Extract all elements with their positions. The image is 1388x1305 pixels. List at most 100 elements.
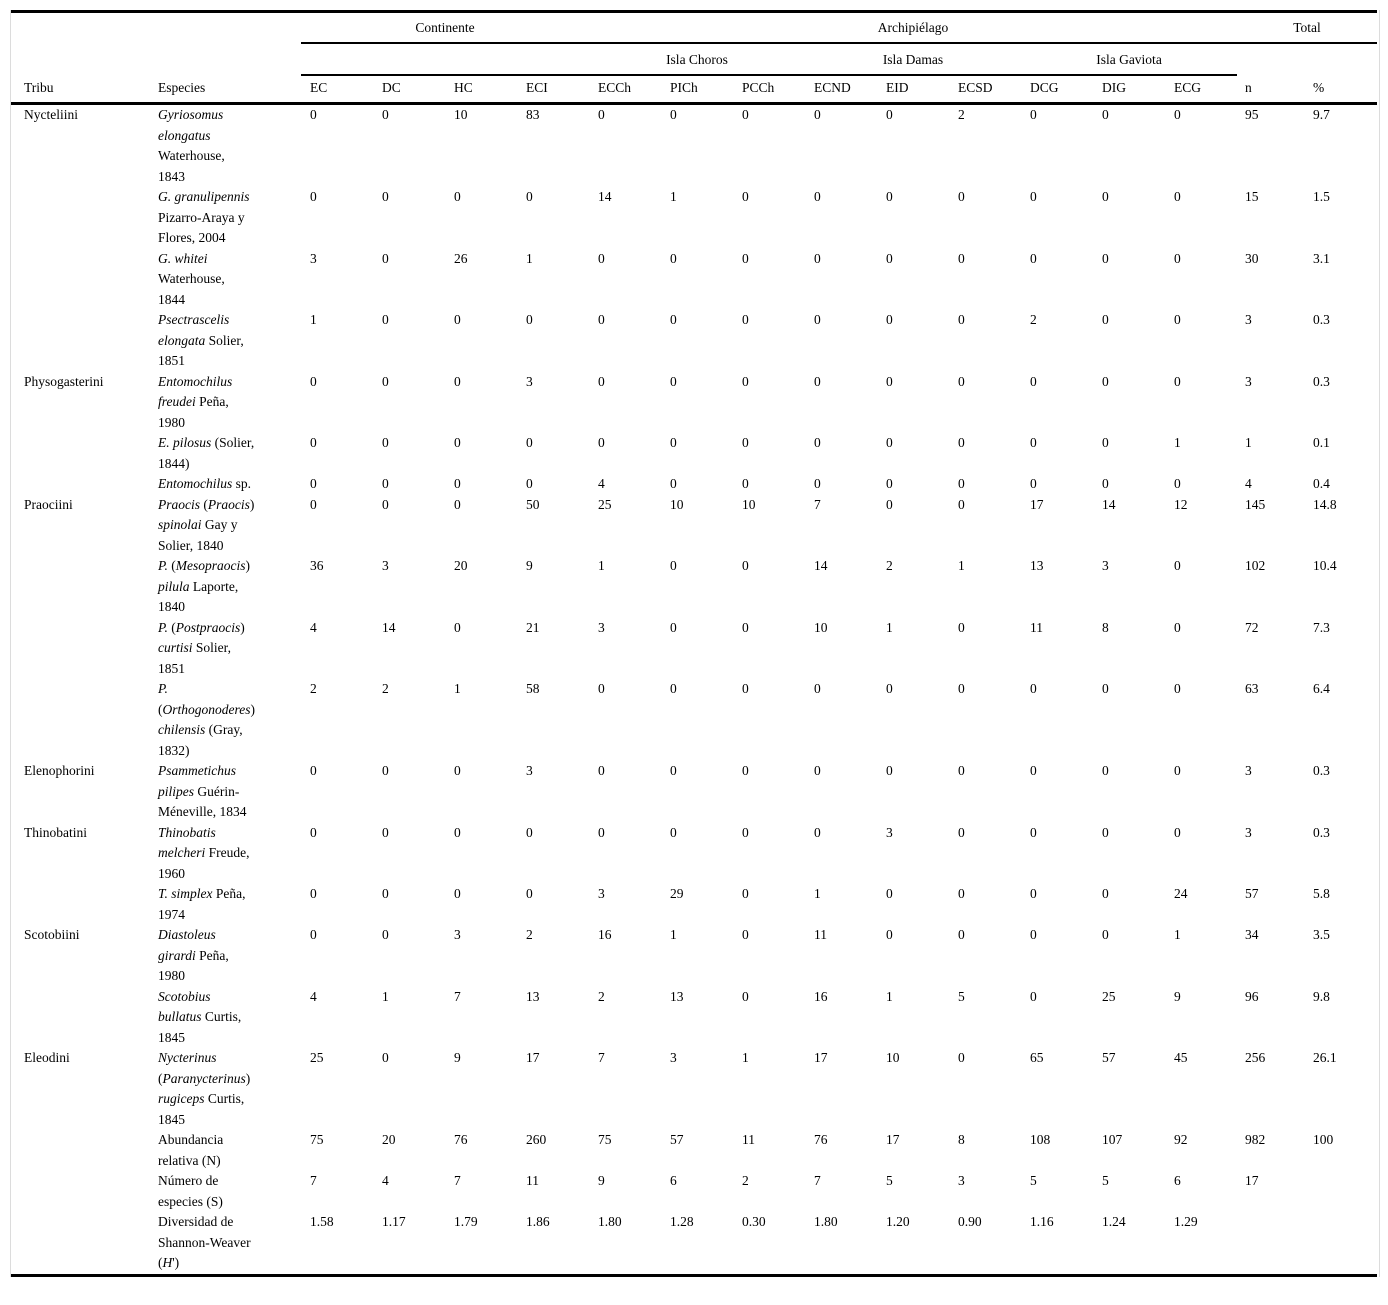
value-cell-ec: 25 [310, 1050, 324, 1065]
species-name-italic: Paranycterinus [162, 1070, 246, 1086]
value-cell-pct: 10.4 [1313, 558, 1337, 573]
species-name-regular: ( [158, 1070, 163, 1086]
value-cell-dcg: 0 [1030, 189, 1037, 204]
value-cell-dc: 4 [382, 1173, 389, 1188]
value-cell-hc: 0 [454, 312, 461, 327]
species-line: Praocis (Praocis) [158, 495, 301, 516]
value-cell-eci: 17 [526, 1050, 540, 1065]
value-cell-pct: 6.4 [1313, 681, 1330, 696]
value-cell-hc: 1 [454, 681, 461, 696]
value-cell-dcg: 0 [1030, 886, 1037, 901]
value-cell-pcch: 0 [742, 476, 749, 491]
value-cell-dig: 0 [1102, 373, 1109, 389]
value-cell-dig: 0 [1102, 107, 1109, 122]
value-cell-eci: 0 [526, 189, 533, 204]
value-cell-dcg: 0 [1030, 824, 1037, 840]
species-name-italic: girardi [158, 947, 196, 963]
species-line: 1840 [158, 597, 301, 618]
value-cell-n: 30 [1245, 250, 1259, 266]
value-cell-ecsd: 8 [958, 1132, 965, 1147]
value-cell-n: 1 [1245, 435, 1252, 450]
col-header-ecg: ECG [1165, 74, 1238, 105]
species-line: Diversidad de [158, 1212, 301, 1233]
species-line: rugiceps Curtis, [158, 1089, 301, 1110]
value-cell-ecsd: 0.90 [958, 1214, 982, 1229]
value-cell-ecch: 2 [598, 988, 605, 1004]
species-name-italic: G. whitei [158, 250, 208, 266]
value-cell-pich: 0 [670, 824, 677, 840]
species-name-italic: Diastoleus [158, 927, 216, 942]
value-cell-n [1237, 1212, 1287, 1275]
species-line: Waterhouse, [158, 269, 301, 290]
value-cell-pich: 3 [670, 1050, 677, 1065]
value-cell-n: 3 [1245, 373, 1252, 389]
species-name-regular: Freude, [205, 845, 250, 860]
value-cell-pct: 5.8 [1313, 886, 1330, 901]
value-cell-n: 63 [1245, 681, 1259, 696]
value-cell-ecnd: 0 [814, 373, 821, 389]
value-cell-ec: 0 [310, 476, 317, 491]
value-cell-ecsd: 0 [958, 824, 965, 840]
species-name-italic: freudei [158, 394, 196, 409]
value-cell-ec: 1 [310, 312, 317, 327]
value-cell-pcch: 0 [742, 763, 749, 778]
value-cell-pcch: 0 [742, 681, 749, 696]
value-cell-eid: 0 [886, 886, 893, 901]
tribu-cell [11, 433, 157, 474]
value-cell-dc: 0 [382, 763, 389, 778]
species-line: curtisi Solier, [158, 638, 301, 659]
value-cell-hc: 7 [454, 1173, 461, 1188]
value-cell-hc: 0 [454, 373, 461, 389]
species-name-italic: curtisi [158, 640, 193, 655]
species-cell: Gyriosomus elongatus Waterhouse, 1843 [157, 104, 301, 188]
value-cell-dcg: 108 [1030, 1132, 1051, 1147]
value-cell-n: 3 [1245, 824, 1252, 840]
species-line: T. simplex Peña, [158, 884, 301, 905]
value-cell-eid: 0 [886, 927, 893, 942]
tribu-cell [11, 1130, 157, 1171]
value-cell-pcch: 0 [742, 373, 749, 389]
value-cell-dcg: 0 [1030, 681, 1037, 696]
species-line: Shannon-Weaver [158, 1233, 301, 1254]
value-cell-ecg: 0 [1174, 312, 1181, 327]
value-cell-dc: 2 [382, 681, 389, 696]
table-row: Nycteliini Gyriosomus elongatus Waterhouse,… [11, 104, 1377, 188]
value-cell-pcch: 0 [742, 619, 749, 635]
value-cell-ec: 0 [310, 373, 317, 389]
value-cell-dig: 25 [1102, 988, 1116, 1004]
value-cell-ecnd: 7 [814, 1173, 821, 1188]
species-name-italic: P. [158, 558, 168, 573]
species-name-regular: ( [158, 1255, 163, 1270]
table-row: Praociini Praocis (Praocis) spinolai Gay y… [11, 495, 1377, 557]
species-name-regular: 1844 [158, 291, 185, 307]
tribu-cell [11, 884, 157, 925]
col-header-n: n [1237, 74, 1288, 105]
species-name-regular: Gay y [201, 517, 238, 532]
value-cell-pcch: 0 [742, 886, 749, 901]
value-cell-ecsd: 0 [958, 189, 965, 204]
value-cell-dc: 0 [382, 886, 389, 901]
value-cell-n: 15 [1245, 189, 1259, 204]
species-name-italic: Scotobius [158, 988, 211, 1004]
species-name-regular: ) [250, 701, 256, 717]
value-cell-ecg: 0 [1174, 373, 1181, 389]
value-cell-hc: 0 [454, 886, 461, 901]
value-cell-ecsd: 5 [958, 988, 965, 1004]
value-cell-ecsd: 0 [958, 250, 965, 266]
species-name-italic: Entomochilus [158, 476, 233, 491]
species-line: 1851 [158, 659, 301, 680]
value-cell-dcg: 65 [1030, 1050, 1044, 1065]
value-cell-ec: 1.58 [310, 1214, 334, 1229]
table-row: G. granulipennis Pizarro-Araya y Flores, 2… [11, 187, 1377, 249]
species-line: Waterhouse, [158, 146, 301, 167]
value-cell-eci: 260 [526, 1132, 547, 1147]
value-cell-eid: 0 [886, 250, 893, 266]
value-cell-pct [1287, 1212, 1377, 1275]
species-name-regular: Peña, [212, 886, 246, 901]
species-name-italic: Praocis [158, 496, 200, 512]
col-header-ecsd: ECSD [949, 74, 1021, 105]
value-cell-ec: 0 [310, 189, 317, 204]
value-cell-dc: 3 [382, 558, 389, 573]
col-header-dig: DIG [1093, 74, 1165, 105]
species-name-italic: Entomochilus [158, 373, 233, 389]
